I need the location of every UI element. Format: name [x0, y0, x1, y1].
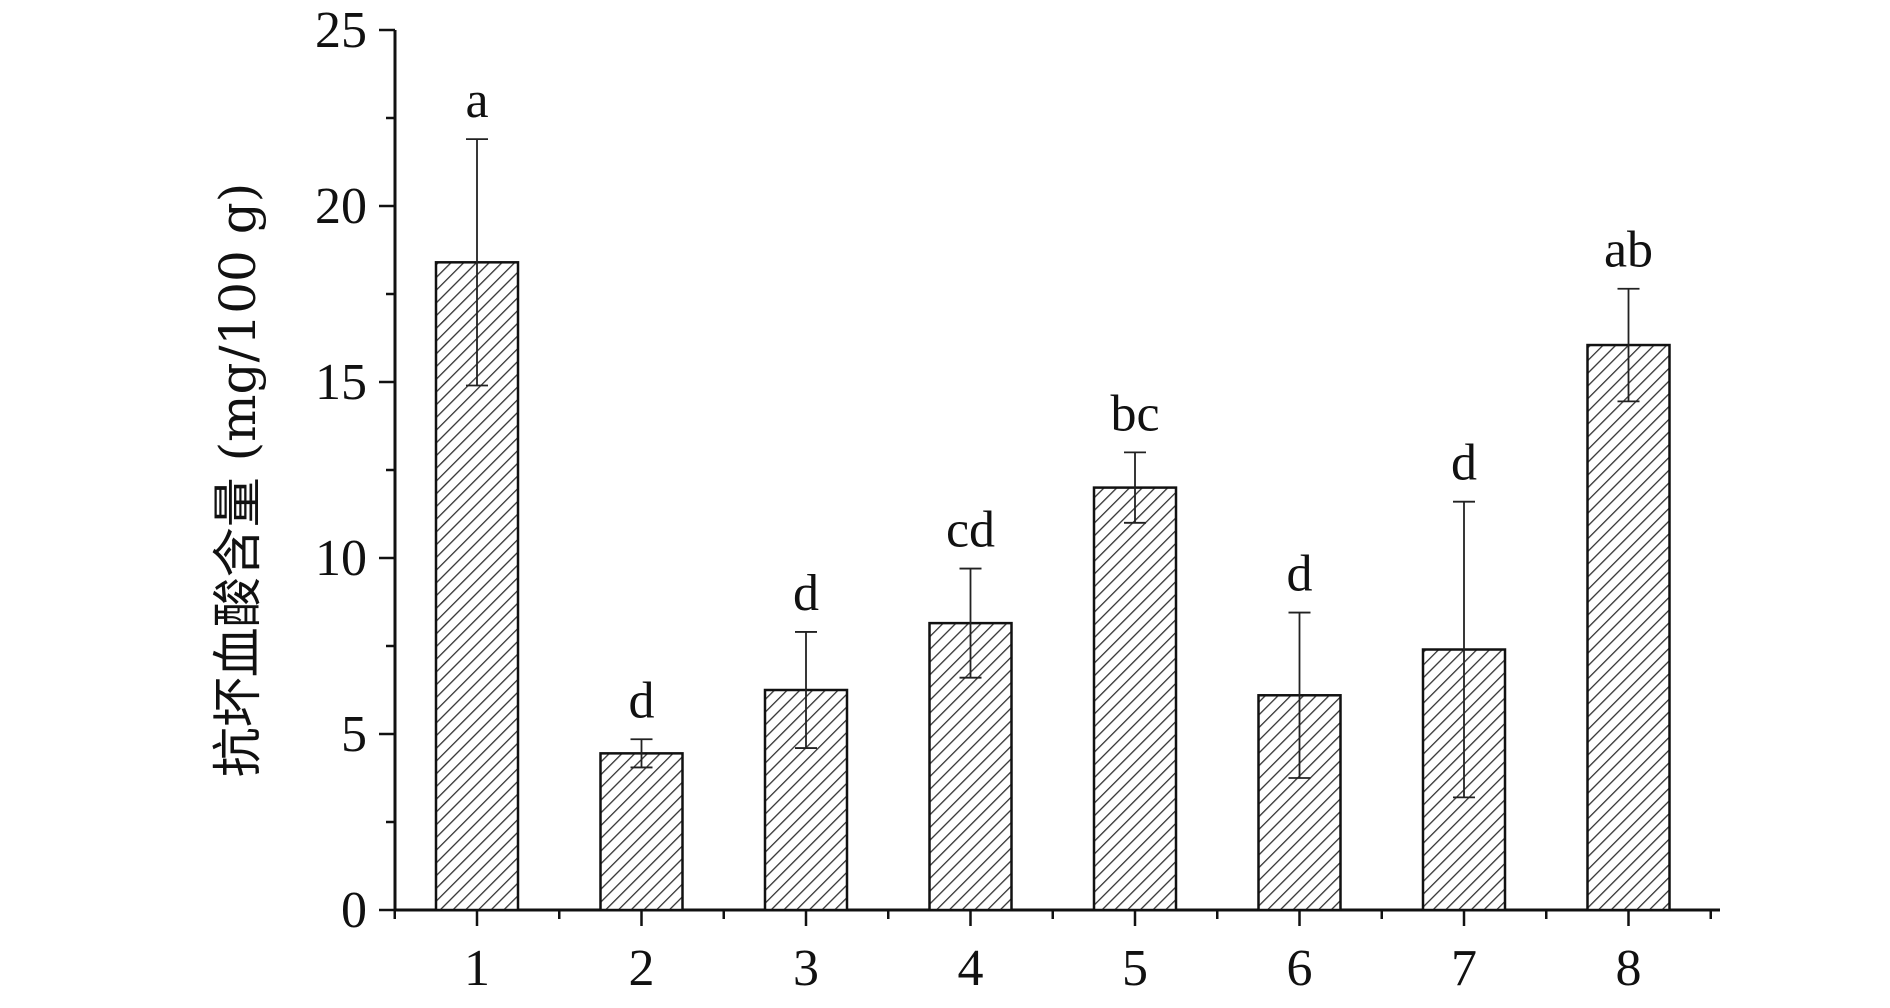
- error-bars: [466, 138, 1640, 799]
- error-bar: [1124, 451, 1146, 524]
- error-bar: [795, 631, 817, 749]
- error-bar: [1617, 287, 1640, 403]
- x-tick-label: 6: [1287, 940, 1313, 997]
- significance-label: bc: [1110, 385, 1159, 442]
- error-bar: [1453, 500, 1475, 799]
- y-tick-label: 15: [315, 354, 367, 411]
- bars: [434, 261, 1671, 912]
- bar: [599, 752, 684, 912]
- bar: [1586, 343, 1671, 912]
- axes: 0 5 10 15 20 25 1 2 3 4 5 6 7 8: [315, 2, 1720, 997]
- significance-label: d: [1287, 546, 1313, 603]
- significance-label: d: [629, 672, 655, 729]
- x-tick-label: 4: [958, 940, 984, 997]
- significance-label: d: [793, 565, 819, 622]
- significance-label: cd: [946, 502, 995, 559]
- x-tick-label: 8: [1616, 940, 1642, 997]
- y-tick-label: 10: [315, 530, 367, 587]
- significance-label: ab: [1604, 222, 1653, 279]
- error-bar: [959, 567, 982, 679]
- significance-label: a: [465, 72, 488, 129]
- y-tick-label: 5: [341, 706, 367, 763]
- error-bar: [1288, 611, 1311, 779]
- bar: [1092, 486, 1178, 912]
- x-tick-label: 3: [793, 940, 819, 997]
- error-bar: [466, 138, 488, 387]
- significance-label: d: [1451, 435, 1477, 492]
- y-tick-label: 20: [315, 178, 367, 235]
- error-bar: [630, 738, 653, 769]
- x-tick-label: 7: [1451, 940, 1477, 997]
- x-tick-label: 2: [629, 940, 655, 997]
- y-axis-title: 抗坏血酸含量 (mg/100 g): [209, 183, 267, 778]
- x-tick-label: 5: [1122, 940, 1148, 997]
- significance-labels: a d d cd bc d d ab: [465, 72, 1653, 729]
- y-tick-label: 0: [341, 882, 367, 939]
- x-tick-label: 1: [464, 940, 490, 997]
- y-tick-label: 25: [315, 2, 367, 59]
